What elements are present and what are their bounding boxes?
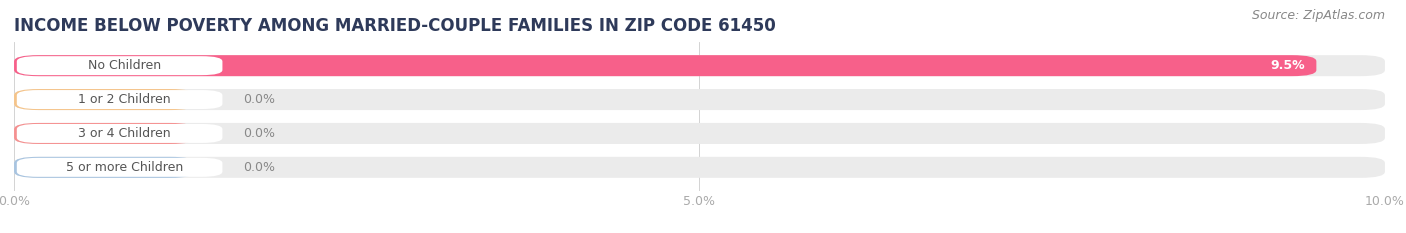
Text: No Children: No Children (89, 59, 162, 72)
FancyBboxPatch shape (17, 158, 222, 177)
FancyBboxPatch shape (14, 157, 194, 178)
Text: 0.0%: 0.0% (243, 161, 276, 174)
FancyBboxPatch shape (14, 89, 1385, 110)
Text: Source: ZipAtlas.com: Source: ZipAtlas.com (1251, 9, 1385, 22)
Text: 3 or 4 Children: 3 or 4 Children (79, 127, 172, 140)
FancyBboxPatch shape (14, 55, 1385, 76)
FancyBboxPatch shape (17, 124, 222, 143)
FancyBboxPatch shape (14, 89, 194, 110)
FancyBboxPatch shape (17, 56, 222, 75)
FancyBboxPatch shape (14, 55, 1316, 76)
Text: INCOME BELOW POVERTY AMONG MARRIED-COUPLE FAMILIES IN ZIP CODE 61450: INCOME BELOW POVERTY AMONG MARRIED-COUPL… (14, 17, 776, 35)
Text: 0.0%: 0.0% (243, 93, 276, 106)
Text: 0.0%: 0.0% (243, 127, 276, 140)
FancyBboxPatch shape (14, 123, 194, 144)
Text: 9.5%: 9.5% (1271, 59, 1305, 72)
FancyBboxPatch shape (17, 90, 222, 109)
FancyBboxPatch shape (14, 157, 1385, 178)
Text: 1 or 2 Children: 1 or 2 Children (79, 93, 172, 106)
Text: 5 or more Children: 5 or more Children (66, 161, 183, 174)
FancyBboxPatch shape (14, 123, 1385, 144)
